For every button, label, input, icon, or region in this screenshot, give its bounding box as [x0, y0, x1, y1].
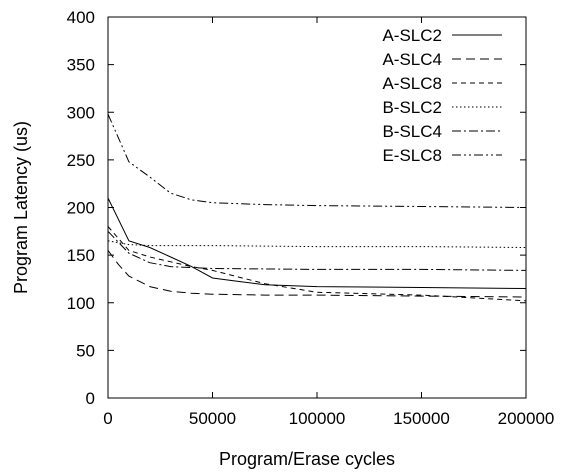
y-tick-label: 100 [67, 294, 95, 313]
series-line-e-slc8 [107, 113, 527, 208]
y-tick-label: 150 [67, 246, 95, 265]
series-line-b-slc4 [107, 230, 527, 271]
x-tick-label: 200000 [498, 409, 555, 428]
y-tick-label: 0 [86, 389, 95, 408]
y-tick-label: 400 [67, 8, 95, 27]
x-tick-label: 100000 [289, 409, 346, 428]
x-tick-label: 50000 [189, 409, 236, 428]
legend-label: A-SLC2 [382, 26, 442, 45]
legend-label: A-SLC4 [382, 50, 442, 69]
legend-label: B-SLC4 [382, 122, 442, 141]
axis-ticks [107, 16, 527, 399]
plot-frame [107, 16, 527, 399]
legend-label: E-SLC8 [382, 146, 442, 165]
legend-label: A-SLC8 [382, 74, 442, 93]
legend-label: B-SLC2 [382, 98, 442, 117]
y-tick-label: 250 [67, 151, 95, 170]
y-tick-label: 300 [67, 103, 95, 122]
x-axis-label: Program/Erase cycles [219, 449, 395, 469]
y-tick-label: 200 [67, 199, 95, 218]
series-line-a-slc8 [107, 226, 527, 302]
axis-tick-labels: 0 50000 100000 150000 200000 0 50 100 150 200 250 3… [67, 8, 555, 428]
series-line-a-slc2 [107, 197, 527, 289]
x-tick-label: 0 [103, 409, 112, 428]
y-axis-label: Program Latency (us) [11, 121, 31, 294]
y-tick-label: 350 [67, 56, 95, 75]
plot-lines [107, 113, 527, 302]
series-line-a-slc4 [107, 250, 527, 298]
series-line-b-slc2 [107, 240, 527, 248]
legend: A-SLC2 A-SLC4 A-SLC8 B-SLC2 B-SLC4 E-SLC8 [382, 26, 502, 165]
x-tick-label: 150000 [393, 409, 450, 428]
y-tick-label: 50 [76, 341, 95, 360]
